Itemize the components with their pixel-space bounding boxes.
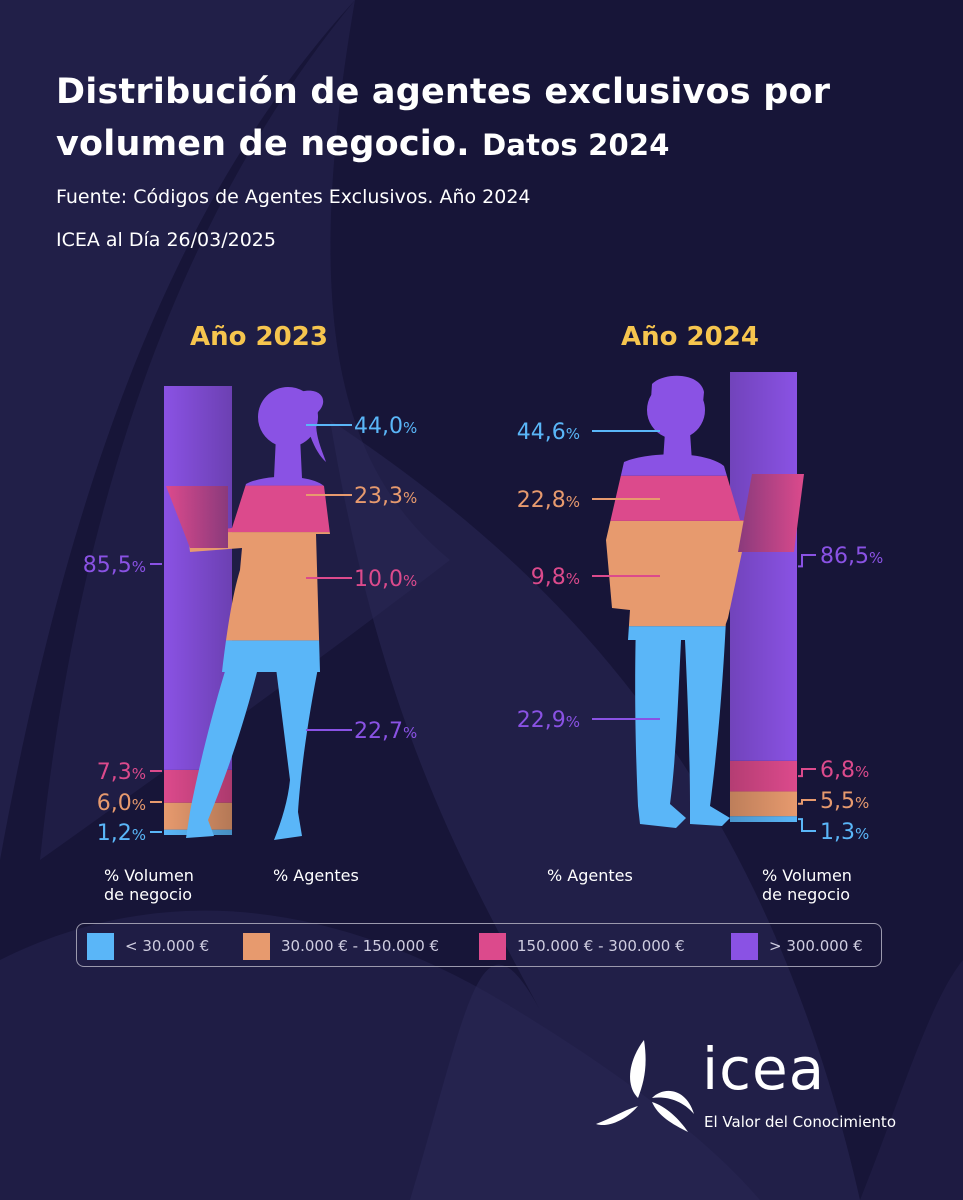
volume-2024-label-over-300k: 86,5%	[820, 544, 883, 569]
logo-wordmark: icea	[702, 1035, 826, 1103]
legend-swatch-150k-300k	[479, 933, 506, 960]
source-text: Fuente: Códigos de Agentes Exclusivos. A…	[56, 186, 531, 208]
year-title-2023: Año 2023	[190, 322, 328, 352]
labels-2024: 44,6% 22,8% 9,8% 22,9% 1,3% 5,5% 6,8% 86,5%	[517, 420, 884, 845]
bulletin-text: ICEA al Día 26/03/2025	[56, 229, 276, 251]
legend: < 30.000 € 30.000 € - 150.000 € 150.000 …	[76, 923, 882, 967]
laptop-2024	[738, 474, 804, 552]
volume-2024-leader-30k-150k	[798, 799, 816, 805]
volume-2024-label-under-30k: 1,3%	[820, 820, 869, 845]
agents-axis-label-2023: % Agentes	[273, 866, 359, 885]
agents-2024-label-under-30k: 44,6%	[517, 420, 580, 445]
volume-2023-label-under-30k: 1,2%	[97, 821, 146, 846]
legend-label-under-30k: < 30.000 €	[125, 937, 210, 955]
volume-axis-label-2024: % Volumen de negocio	[762, 866, 852, 904]
volume-2023-label-150k-300k: 7,3%	[97, 760, 146, 785]
volume-axis-label-2024-line2: de negocio	[762, 885, 851, 904]
legend-swatch-30k-150k	[243, 933, 270, 960]
page-title: Distribución de agentes exclusivos por v…	[56, 66, 936, 171]
volume-2024-leader-under-30k	[798, 818, 816, 832]
title-line1: Distribución de agentes exclusivos por	[56, 72, 831, 112]
volume-axis-label-2023: % Volumen de negocio	[104, 866, 194, 904]
icea-logo: icea El Valor del Conocimiento	[594, 1036, 924, 1136]
volume-axis-label-2024-line1: % Volumen	[762, 866, 852, 885]
volume-2023-label-30k-150k: 6,0%	[97, 791, 146, 816]
volume-bar-2024	[730, 372, 797, 822]
volume-axis-label-2023-line1: % Volumen	[104, 866, 194, 885]
legend-swatch-under-30k	[87, 933, 114, 960]
year-title-2024: Año 2024	[621, 322, 759, 352]
legend-swatch-over-300k	[731, 933, 758, 960]
icea-logo-mark-icon	[596, 1040, 694, 1132]
agents-2023-label-30k-150k: 23,3%	[354, 484, 417, 509]
agents-2023-label-under-30k: 44,0%	[354, 414, 417, 439]
agents-axis-label-2024: % Agentes	[547, 866, 633, 885]
logo-tagline: El Valor del Conocimiento	[704, 1113, 896, 1131]
agents-2024-label-over-300k: 22,9%	[517, 708, 580, 733]
volume-2023-label-over-300k: 85,5%	[83, 553, 146, 578]
volume-2024-leader-150k-300k	[798, 768, 816, 778]
agents-2023-label-over-300k: 22,7%	[354, 719, 417, 744]
volume-2024-label-30k-150k: 5,5%	[820, 789, 869, 814]
agents-2024-label-30k-150k: 22,8%	[517, 488, 580, 513]
title-line2a: volumen de negocio.	[56, 124, 470, 164]
volume-axis-label-2023-line2: de negocio	[104, 885, 193, 904]
title-line2b: Datos 2024	[482, 128, 670, 162]
labels-2023: 44,0% 23,3% 10,0% 22,7% 1,2% 6,0% 7,3% 85,5%	[83, 414, 418, 846]
legend-label-150k-300k: 150.000 € - 300.000 €	[517, 937, 685, 955]
volume-2024-label-150k-300k: 6,8%	[820, 758, 869, 783]
volume-bar-2024-shading	[730, 372, 797, 822]
agents-2024-label-150k-300k: 9,8%	[531, 565, 580, 590]
legend-label-30k-150k: 30.000 € - 150.000 €	[281, 937, 440, 955]
agents-2023-label-150k-300k: 10,0%	[354, 567, 417, 592]
legend-label-over-300k: > 300.000 €	[769, 937, 863, 955]
volume-2024-leader-over-300k	[798, 554, 816, 568]
laptop-2023	[166, 486, 228, 548]
